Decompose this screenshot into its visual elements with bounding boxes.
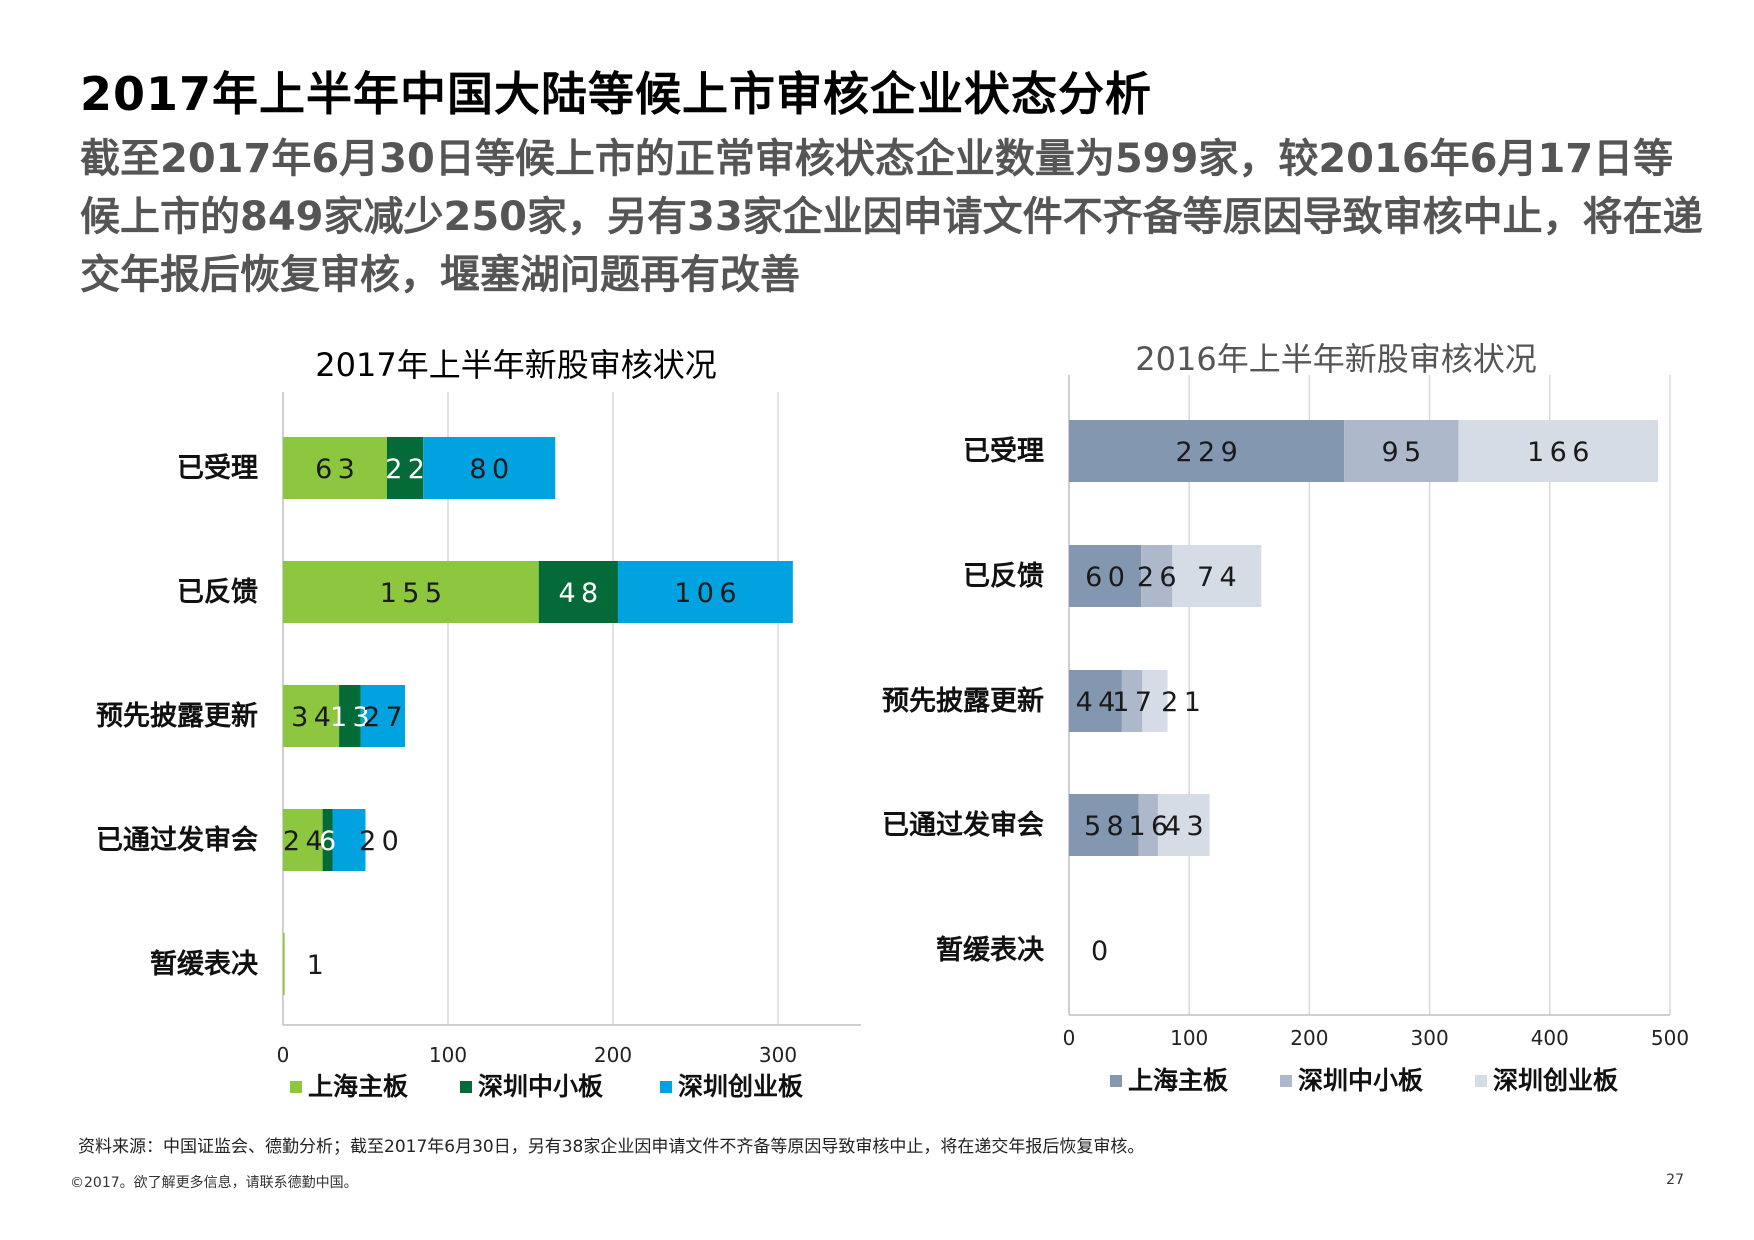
data-label: 2 1 — [1161, 687, 1201, 718]
bar-segment — [1069, 794, 1139, 856]
legend-swatch — [460, 1081, 472, 1093]
category-label: 已反馈 — [963, 561, 1044, 592]
bar-segment — [1458, 420, 1658, 482]
bar-segment — [283, 809, 323, 871]
bar-segment — [332, 809, 366, 871]
x-tick-label: 100 — [1170, 1026, 1208, 1050]
data-label: 2 6 — [1137, 562, 1177, 593]
legend-label: 深圳中小板 — [1298, 1066, 1423, 1095]
data-label: 2 7 — [363, 702, 403, 733]
x-tick-label: 200 — [594, 1043, 632, 1067]
x-tick-label: 100 — [429, 1043, 467, 1067]
data-label: 1 0 6 — [674, 578, 736, 609]
page-title: 2017年上半年中国大陆等候上市审核企业状态分析 — [80, 67, 1153, 121]
bar-segment — [538, 561, 618, 623]
x-tick-label: 300 — [1411, 1026, 1449, 1050]
data-label: 1 — [307, 950, 324, 981]
legend-swatch — [290, 1081, 302, 1093]
data-label: 6 3 — [315, 454, 355, 485]
x-tick-label: 0 — [1063, 1026, 1076, 1050]
data-label: 3 4 — [291, 702, 331, 733]
category-label: 已通过发审会 — [882, 809, 1044, 841]
category-label: 预先披露更新 — [882, 685, 1044, 717]
bar-segment — [1172, 545, 1262, 607]
data-label: 8 0 — [469, 454, 509, 485]
bar-segment — [322, 809, 333, 871]
category-label: 已受理 — [177, 452, 258, 484]
chart-title: 2017年上半年新股审核状况 — [315, 346, 716, 384]
category-label: 预先披露更新 — [96, 700, 258, 732]
bar-segment — [283, 437, 387, 499]
data-label: 1 6 6 — [1527, 437, 1589, 468]
legend-label: 深圳创业板 — [678, 1072, 803, 1101]
legend-swatch — [1280, 1075, 1292, 1087]
x-tick-label: 300 — [759, 1043, 797, 1067]
category-label: 暂缓表决 — [150, 948, 259, 980]
data-label: 4 3 — [1164, 811, 1204, 842]
bar-segment — [617, 561, 793, 623]
category-label: 已反馈 — [177, 577, 258, 608]
legend-label: 上海主板 — [1128, 1066, 1228, 1095]
data-label: 2 4 — [283, 826, 323, 857]
legend-label: 深圳中小板 — [478, 1072, 603, 1101]
bar-segment — [1141, 545, 1173, 607]
bar-segment — [386, 437, 424, 499]
category-label: 暂缓表决 — [936, 934, 1045, 966]
data-label: 2 2 — [385, 454, 425, 485]
data-label: 2 2 9 — [1175, 437, 1237, 468]
bar-segment — [1138, 794, 1158, 856]
data-label: 7 4 — [1197, 562, 1237, 593]
legend-label: 深圳创业板 — [1493, 1066, 1618, 1095]
bar-segment — [423, 437, 556, 499]
bar-segment — [339, 685, 361, 747]
bar-segment — [1069, 545, 1142, 607]
data-label: 2 0 — [359, 826, 399, 857]
page-subtitle: 截至2017年6月30日等候上市的正常审核状态企业数量为599家，较2016年6… — [80, 136, 1703, 298]
bar-segment — [1069, 420, 1345, 482]
data-label: 1 6 — [1128, 811, 1168, 842]
copyright-note: ©2017。欲了解更多信息，请联系德勤中国。 — [70, 1175, 358, 1191]
bar-segment — [1157, 794, 1210, 856]
data-label: 4 4 — [1076, 687, 1116, 718]
bar-segment — [360, 685, 406, 747]
data-label: 4 8 — [558, 578, 598, 609]
data-label: 1 3 — [330, 702, 370, 733]
x-tick-label: 0 — [277, 1043, 290, 1067]
data-label: 6 0 — [1085, 562, 1125, 593]
data-label: 6 — [319, 826, 336, 857]
data-label: 5 8 — [1084, 811, 1124, 842]
data-label: 0 — [1091, 936, 1108, 967]
chart-title: 2016年上半年新股审核状况 — [1135, 340, 1536, 378]
bar-segment — [283, 685, 340, 747]
bar-segment — [1142, 670, 1168, 732]
category-label: 已受理 — [963, 435, 1044, 467]
x-tick-label: 500 — [1651, 1026, 1689, 1050]
source-note: 资料来源：中国证监会、德勤分析；截至2017年6月30日，另有38家企业因申请文… — [78, 1137, 1145, 1157]
data-label: 1 7 — [1112, 687, 1152, 718]
page-number: 27 — [1666, 1172, 1684, 1188]
x-tick-label: 200 — [1290, 1026, 1328, 1050]
bar-segment — [1121, 670, 1143, 732]
bar-segment — [283, 933, 285, 995]
legend-swatch — [1110, 1075, 1122, 1087]
legend-label: 上海主板 — [308, 1072, 408, 1101]
category-label: 已通过发审会 — [96, 824, 258, 856]
legend-swatch — [660, 1081, 672, 1093]
bar-segment — [1344, 420, 1459, 482]
bar-segment — [283, 561, 539, 623]
legend-swatch — [1475, 1075, 1487, 1087]
bar-segment — [1069, 670, 1122, 732]
x-tick-label: 400 — [1531, 1026, 1569, 1050]
data-label: 9 5 — [1381, 437, 1421, 468]
data-label: 1 5 5 — [380, 578, 442, 609]
